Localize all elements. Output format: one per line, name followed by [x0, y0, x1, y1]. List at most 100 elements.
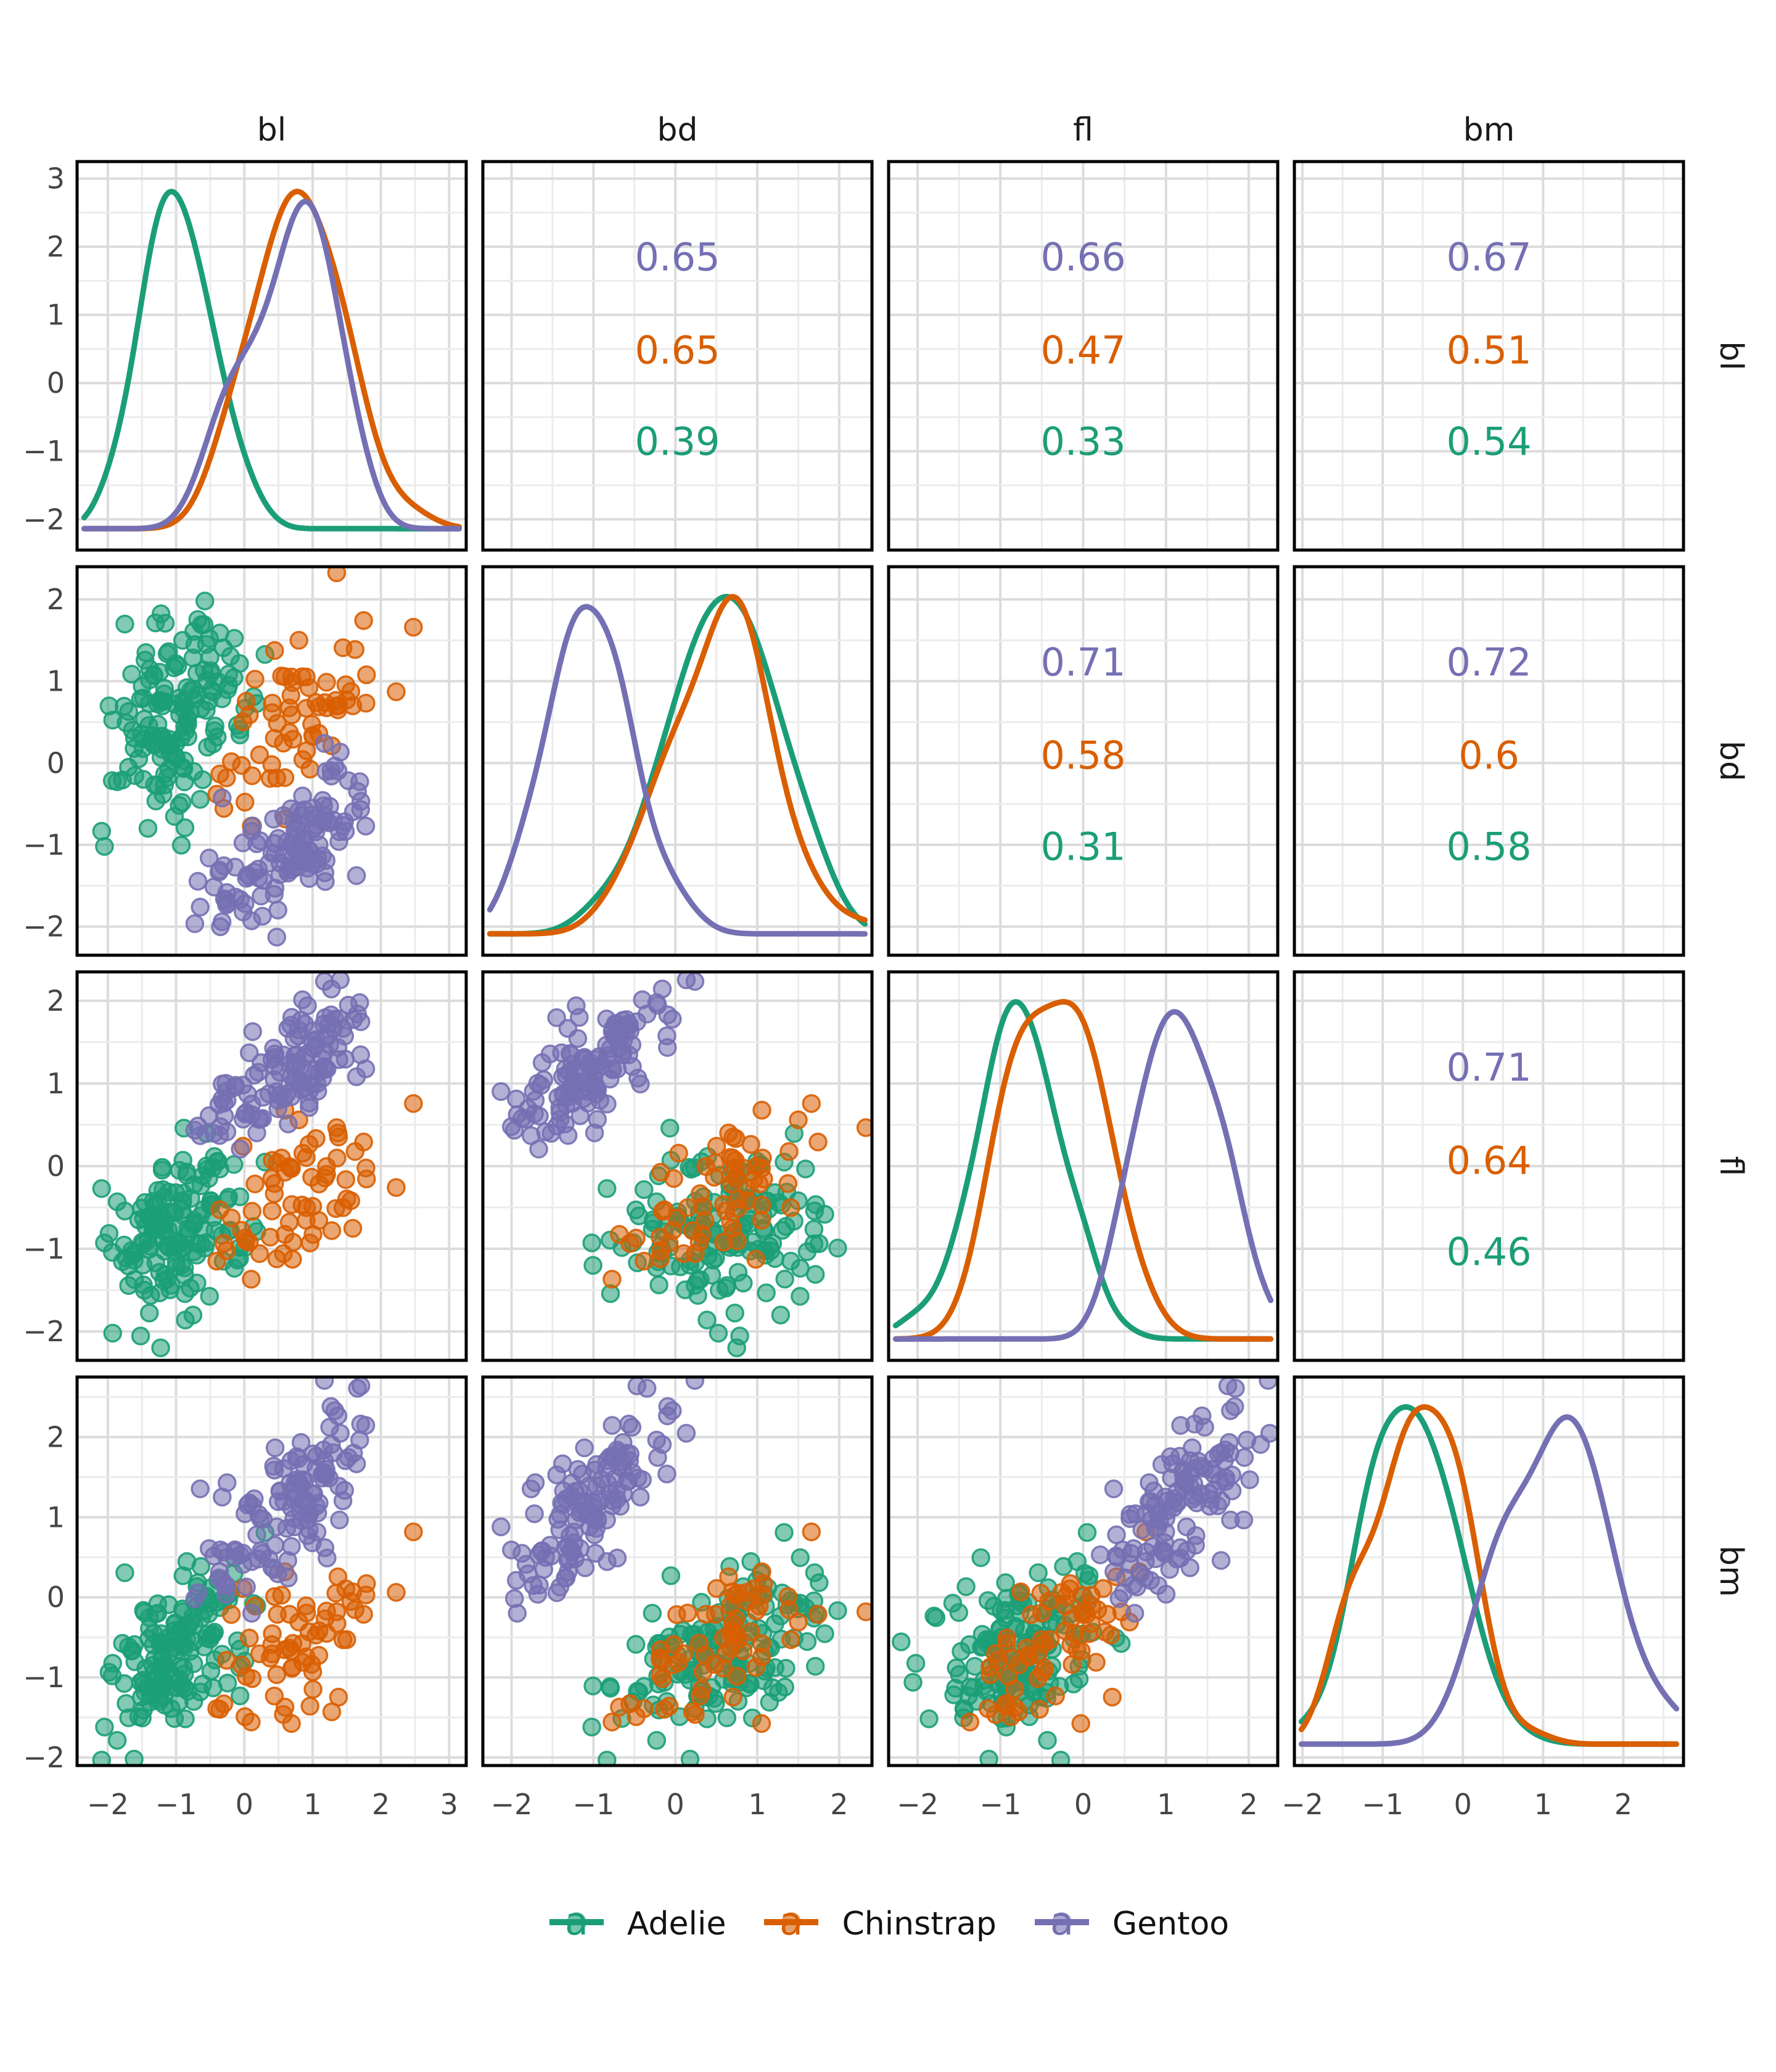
panel-border: [887, 970, 1280, 1362]
panel-border: [481, 565, 874, 957]
panel-border: [75, 160, 468, 552]
scatter-points-adelie: [92, 1119, 274, 1357]
panel-border: [887, 565, 1280, 957]
y-tick-bd--2: −2: [23, 910, 65, 944]
y-tick-fl-2: 2: [47, 984, 65, 1018]
x-tick-bl-2: 2: [372, 1788, 390, 1821]
y-tick-bm--2: −2: [23, 1741, 65, 1774]
svg-text:a: a: [565, 1899, 588, 1944]
corr-fl-bm-adelie: 0.46: [1446, 1230, 1531, 1275]
y-tick-bl-1: 1: [47, 298, 65, 332]
gridlines: [889, 162, 1278, 550]
plot-legend: a Adelie a Chinstrap a Gentoo: [0, 1875, 1776, 1973]
panel-bd-bl: [75, 565, 468, 957]
panel-fl-bl: [75, 970, 468, 1362]
gridlines: [77, 162, 466, 550]
panel-bl-bd: 0.65 0.65 0.39: [481, 160, 874, 552]
scatter-points-chinstrap: [602, 1094, 871, 1289]
scatter-points-gentoo: [185, 973, 376, 1159]
x-tick-bl--1: −1: [155, 1788, 197, 1821]
panel-bd-bm: 0.72 0.6 0.58: [1293, 565, 1685, 957]
corr-fl-bm-gentoo: 0.71: [1446, 1045, 1531, 1090]
y-tick-bm--1: −1: [23, 1661, 65, 1694]
density-bl-gentoo: [81, 199, 462, 532]
strip-top-fl: fl: [1073, 112, 1093, 149]
x-tick-fl--2: −2: [897, 1788, 939, 1821]
x-tick-bd-1: 1: [748, 1788, 766, 1821]
x-tick-bm-1: 1: [1534, 1788, 1552, 1821]
y-tick-fl--1: −1: [23, 1232, 65, 1265]
legend-key-gentoo: a: [1032, 1896, 1092, 1952]
x-tick-bl-3: 3: [440, 1788, 458, 1821]
x-tick-fl--1: −1: [979, 1788, 1021, 1821]
y-tick-fl-0: 0: [47, 1149, 65, 1183]
panel-border: [481, 160, 874, 552]
x-tick-bl--2: −2: [87, 1788, 129, 1821]
gridlines: [889, 972, 1278, 1360]
y-tick-bl--2: −2: [23, 503, 65, 536]
panel-border: [1293, 160, 1685, 552]
corr-fl-bm-chinstrap: 0.64: [1446, 1138, 1531, 1183]
panel-border: [887, 160, 1280, 552]
panel-border: [1293, 1375, 1685, 1767]
gridlines: [1294, 1377, 1684, 1766]
y-tick-bm-0: 0: [47, 1581, 65, 1614]
strip-right-fl: fl: [1712, 1156, 1749, 1177]
corr-bd-fl-adelie: 0.31: [1040, 824, 1125, 870]
panel-border: [75, 565, 468, 957]
x-tick-bd-0: 0: [667, 1788, 684, 1821]
x-tick-bm--2: −2: [1281, 1788, 1323, 1821]
panel-bm-bl: [75, 1375, 468, 1767]
y-tick-bd-1: 1: [47, 665, 65, 698]
corr-bd-fl-gentoo: 0.71: [1040, 639, 1125, 684]
strip-top-bd: bd: [657, 112, 697, 149]
panel-fl-bd: [481, 970, 874, 1362]
corr-bl-bd-chinstrap: 0.65: [635, 328, 720, 373]
strip-right-bl: bl: [1712, 341, 1749, 370]
y-tick-bm-1: 1: [47, 1500, 65, 1534]
legend-key-chinstrap: a: [762, 1896, 821, 1952]
strip-right-bm: bm: [1712, 1545, 1749, 1597]
panel-bd-bd: [481, 565, 874, 957]
density-bl-adelie: [81, 189, 462, 532]
panel-bl-bm: 0.67 0.51 0.54: [1293, 160, 1685, 552]
legend-item-chinstrap: a Chinstrap: [762, 1896, 997, 1952]
panel-bd-fl: 0.71 0.58 0.31: [887, 565, 1280, 957]
panel-bm-bm: [1293, 1375, 1685, 1767]
legend-label-gentoo: Gentoo: [1112, 1906, 1230, 1942]
x-tick-bm-2: 2: [1614, 1788, 1632, 1821]
corr-bl-fl-adelie: 0.33: [1040, 419, 1125, 464]
density-bd-chinstrap: [487, 594, 868, 937]
legend-item-adelie: a Adelie: [547, 1896, 726, 1952]
y-tick-bl--1: −1: [23, 435, 65, 468]
panel-bl-fl: 0.66 0.47 0.33: [887, 160, 1280, 552]
x-tick-fl-0: 0: [1074, 1788, 1092, 1821]
panel-fl-bm: 0.71 0.64 0.46: [1293, 970, 1685, 1362]
panel-border: [1293, 970, 1685, 1362]
gridlines: [483, 567, 872, 955]
scatter-points-chinstrap: [207, 1094, 423, 1289]
y-tick-bl-0: 0: [47, 366, 65, 400]
corr-bl-bd-gentoo: 0.65: [635, 234, 720, 279]
scatter-points-gentoo: [1090, 1378, 1276, 1623]
corr-bl-fl-chinstrap: 0.47: [1040, 328, 1125, 373]
density-bm-gentoo: [1298, 1414, 1680, 1747]
corr-bd-bm-gentoo: 0.72: [1446, 639, 1531, 684]
corr-bl-bm-adelie: 0.54: [1446, 419, 1531, 464]
x-tick-bm-0: 0: [1454, 1788, 1472, 1821]
scatter-points-chinstrap: [207, 568, 423, 836]
y-tick-fl--2: −2: [23, 1315, 65, 1348]
y-axis-tick-labels: −2 −1 0 1 2 3 −2 −1 0 1 2 −2 −1 0 1 2 −2 −1 0 1 2: [23, 162, 65, 1774]
x-tick-bl-1: 1: [303, 1788, 321, 1821]
panel-bm-bd: [481, 1375, 874, 1767]
scatter-points-adelie: [92, 591, 274, 856]
scatter-points-gentoo: [185, 1378, 376, 1623]
pairs-plot-svg: 0.65 0.65 0.39 0.66 0.47 0.33 0.67 0.51 0.54 0.71…: [23, 112, 1749, 1821]
y-tick-bd-0: 0: [47, 746, 65, 779]
scatter-points-gentoo: [185, 734, 376, 947]
x-tick-bd--1: −1: [572, 1788, 614, 1821]
legend-label-adelie: Adelie: [627, 1906, 726, 1942]
x-tick-bd-2: 2: [830, 1788, 848, 1821]
gridlines: [483, 162, 872, 550]
